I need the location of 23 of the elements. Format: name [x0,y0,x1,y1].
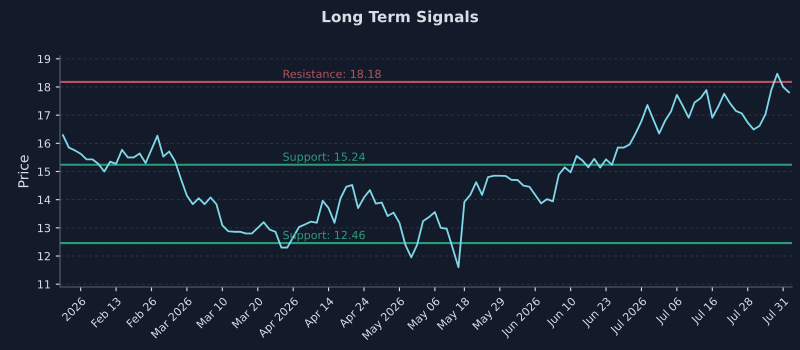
x-tick-label: Jul 16 [690,296,720,326]
y-tick-label: 11 [38,280,50,288]
x-tick-label: Feb 26 [126,296,158,328]
y-tick-label: 17 [38,111,50,120]
x-tick-label: Jul 31 [760,296,790,326]
x-tick-label: Mar 10 [196,296,228,329]
y-tick-label: 18 [38,82,50,92]
y-tick-label: 13 [38,224,50,232]
x-tick-label: Feb 13 [90,296,122,328]
x-tick-label: Jul 28 [725,296,755,326]
x-tick-label: Apr 14 [302,296,336,330]
y-tick-label: 14 [38,196,50,204]
ref-line-label: Resistance: 18.18 [284,69,381,78]
y-axis-title: Price [18,155,29,188]
ref-line-label: Support: 15.24 [283,152,365,164]
y-tick-label: 19 [38,54,50,64]
y-tick-label: 12 [38,252,50,260]
x-tick-label: Mar 20 [231,296,264,329]
y-tick-label: 15 [38,168,50,176]
chart-title: Long Term Signals [322,10,478,26]
y-tick-label: 16 [38,139,50,148]
x-tick-label: Jun 10 [546,296,578,329]
x-tick-label: Jul 06 [654,296,684,326]
